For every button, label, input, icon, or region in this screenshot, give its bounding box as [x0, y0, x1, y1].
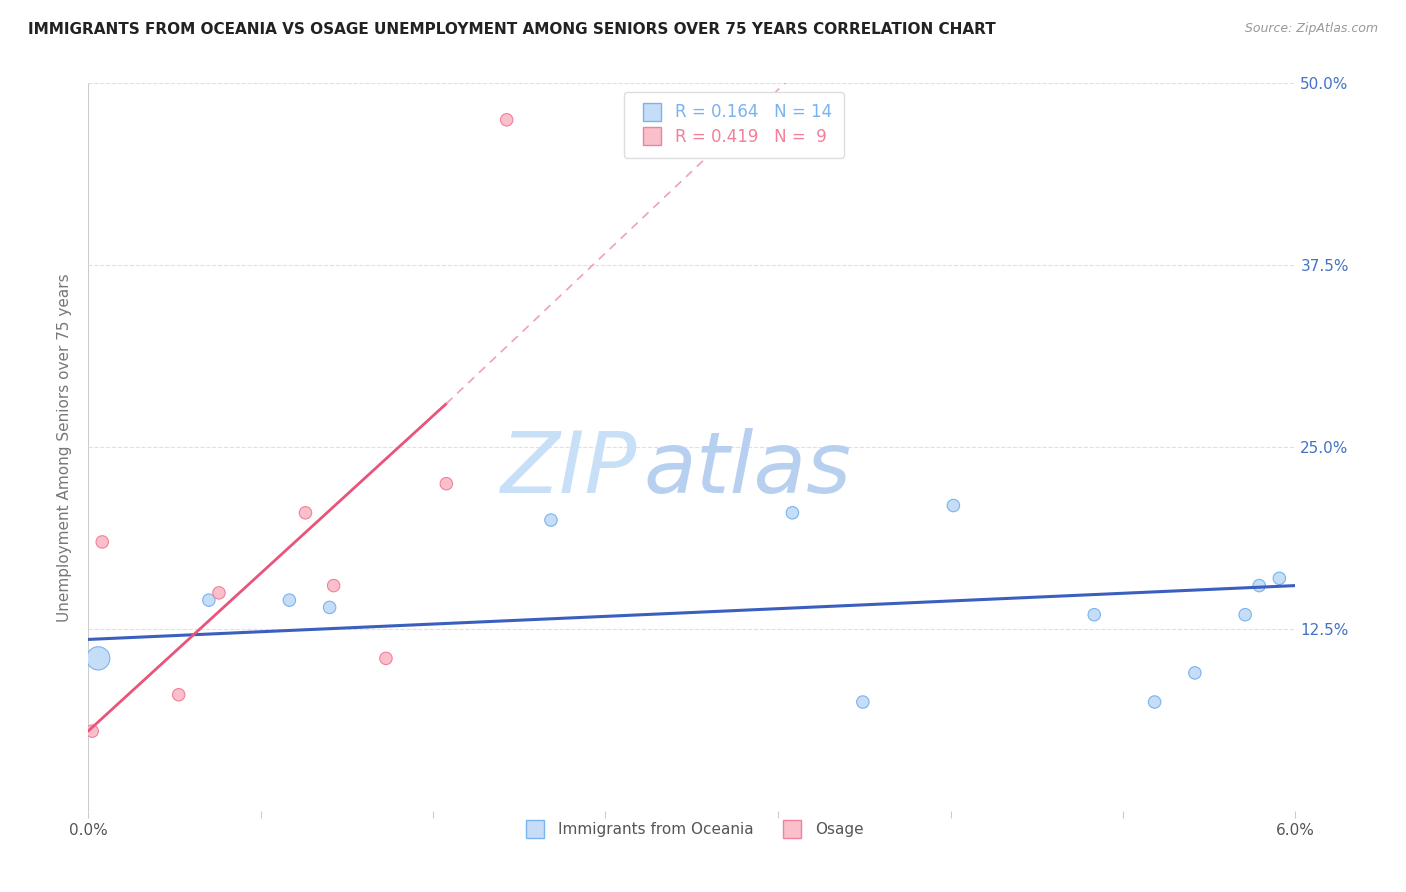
Point [1184, 665, 1206, 680]
Point [852, 695, 875, 709]
Point [91, 535, 114, 549]
Point [1268, 571, 1291, 585]
Y-axis label: Unemployment Among Seniors over 75 years: Unemployment Among Seniors over 75 years [58, 273, 72, 622]
Point [375, 651, 398, 665]
Legend: Immigrants from Oceania, Osage: Immigrants from Oceania, Osage [515, 816, 870, 844]
Point [278, 593, 301, 607]
Text: atlas: atlas [644, 427, 852, 510]
Point [1143, 695, 1166, 709]
Point [495, 112, 517, 127]
Point [1083, 607, 1105, 622]
Point [294, 506, 316, 520]
Point [434, 476, 457, 491]
Point [1249, 578, 1271, 592]
Point [198, 593, 221, 607]
Point [322, 578, 344, 592]
Text: IMMIGRANTS FROM OCEANIA VS OSAGE UNEMPLOYMENT AMONG SENIORS OVER 75 YEARS CORREL: IMMIGRANTS FROM OCEANIA VS OSAGE UNEMPLO… [28, 22, 995, 37]
Text: Source: ZipAtlas.com: Source: ZipAtlas.com [1244, 22, 1378, 36]
Point [942, 499, 965, 513]
Point [1234, 607, 1257, 622]
Point [82, 724, 104, 739]
Point [782, 506, 804, 520]
Point [87, 651, 110, 665]
Text: ZIP: ZIP [501, 427, 637, 510]
Point [318, 600, 340, 615]
Point [167, 688, 190, 702]
Point [540, 513, 562, 527]
Point [208, 586, 231, 600]
